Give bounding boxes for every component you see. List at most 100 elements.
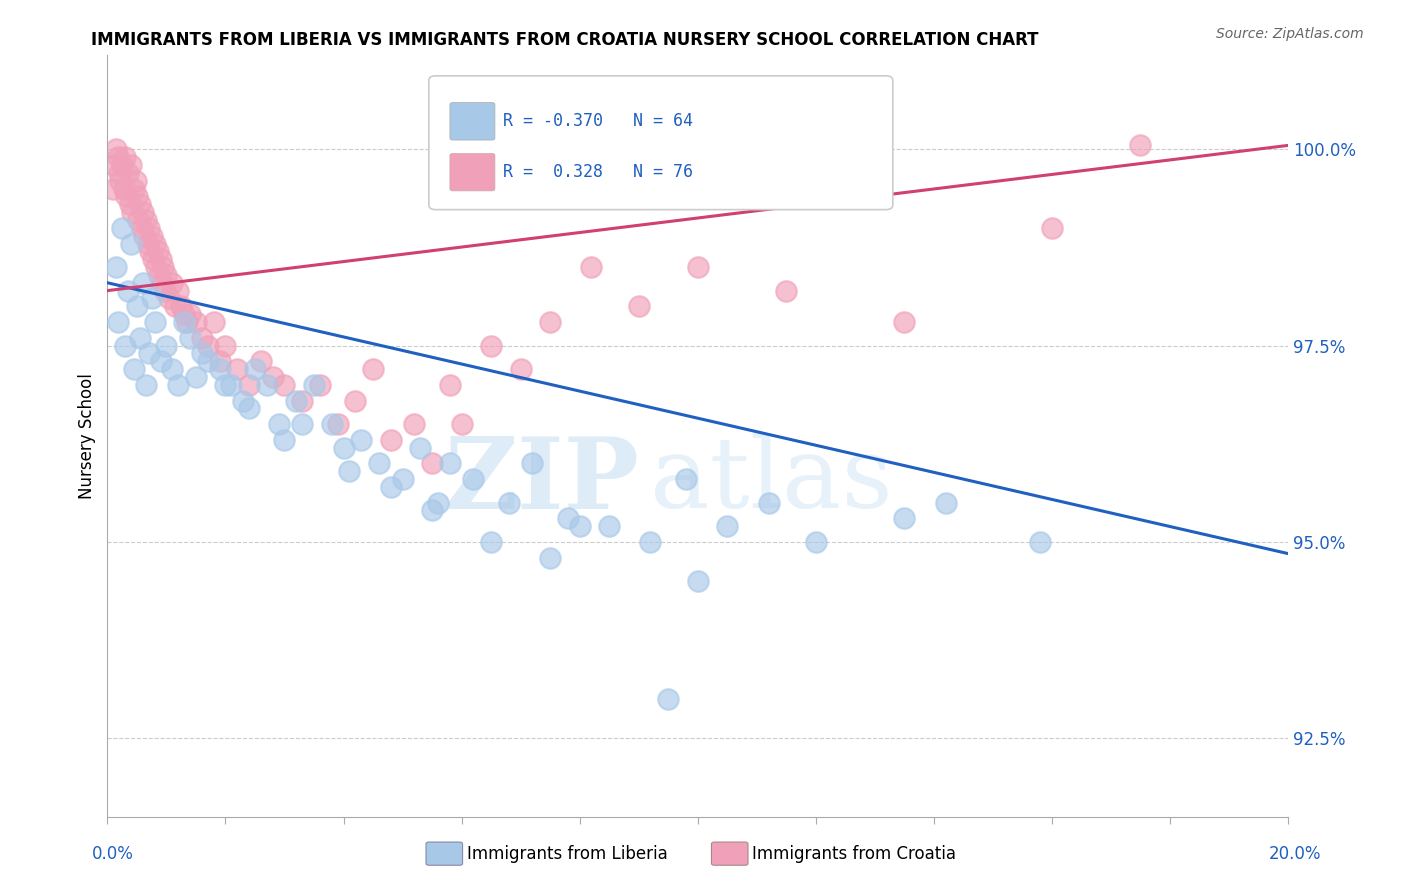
Point — [291, 417, 314, 431]
Point — [1129, 138, 1152, 153]
Text: 20.0%: 20.0% — [1270, 845, 1322, 863]
Text: Immigrants from Liberia: Immigrants from Liberia — [467, 845, 668, 863]
Point — [115, 189, 138, 203]
Point — [302, 377, 325, 392]
Point — [107, 150, 129, 164]
Point — [232, 393, 254, 408]
Point — [380, 480, 402, 494]
Point — [291, 393, 314, 408]
Point — [112, 181, 135, 195]
Point — [139, 244, 162, 259]
Text: atlas: atlas — [651, 434, 893, 530]
Point — [110, 174, 132, 188]
Point — [157, 292, 180, 306]
Point — [155, 284, 177, 298]
Point — [105, 142, 128, 156]
Point — [173, 307, 195, 321]
Point — [197, 338, 219, 352]
Point — [321, 417, 343, 431]
Point — [138, 346, 160, 360]
Point — [162, 276, 184, 290]
Y-axis label: Nursery School: Nursery School — [79, 373, 96, 499]
Point — [361, 362, 384, 376]
Point — [339, 464, 361, 478]
Point — [105, 260, 128, 274]
Point — [150, 276, 173, 290]
Point — [627, 299, 650, 313]
Point — [132, 205, 155, 219]
Text: R =  0.328   N = 76: R = 0.328 N = 76 — [503, 163, 693, 181]
Point — [214, 338, 236, 352]
Point — [509, 362, 531, 376]
Point — [350, 433, 373, 447]
Point — [142, 252, 165, 267]
Point — [775, 284, 797, 298]
Point — [420, 456, 443, 470]
Point — [285, 393, 308, 408]
Point — [893, 315, 915, 329]
Point — [221, 377, 243, 392]
Point — [197, 354, 219, 368]
Point — [1040, 220, 1063, 235]
Point — [148, 268, 170, 282]
Point — [758, 495, 780, 509]
Point — [125, 189, 148, 203]
Point — [450, 417, 472, 431]
Point — [117, 166, 139, 180]
Point — [135, 377, 157, 392]
Point — [391, 472, 413, 486]
Point — [214, 377, 236, 392]
Point — [128, 197, 150, 211]
Text: 0.0%: 0.0% — [91, 845, 134, 863]
Point — [162, 362, 184, 376]
Point — [226, 362, 249, 376]
Point — [176, 315, 198, 329]
Point — [804, 534, 827, 549]
Point — [538, 550, 561, 565]
Text: ZIP: ZIP — [444, 433, 638, 530]
Point — [273, 433, 295, 447]
Text: Immigrants from Croatia: Immigrants from Croatia — [752, 845, 956, 863]
Point — [1029, 534, 1052, 549]
Point — [273, 377, 295, 392]
Point — [935, 495, 957, 509]
Point — [173, 315, 195, 329]
Point — [380, 433, 402, 447]
Point — [145, 260, 167, 274]
Text: R = -0.370   N = 64: R = -0.370 N = 64 — [503, 112, 693, 130]
Point — [191, 331, 214, 345]
Point — [141, 228, 163, 243]
Point — [250, 354, 273, 368]
Point — [141, 292, 163, 306]
Point — [122, 181, 145, 195]
Point — [479, 534, 502, 549]
Point — [267, 417, 290, 431]
Point — [256, 377, 278, 392]
Point — [121, 205, 143, 219]
Point — [179, 331, 201, 345]
Point — [132, 276, 155, 290]
Point — [498, 495, 520, 509]
Point — [522, 456, 544, 470]
Point — [146, 244, 169, 259]
Point — [103, 158, 125, 172]
Point — [149, 354, 172, 368]
Point — [208, 354, 231, 368]
Point — [686, 260, 709, 274]
Point — [125, 174, 148, 188]
Point — [135, 213, 157, 227]
Point — [143, 315, 166, 329]
Point — [409, 441, 432, 455]
Point — [114, 150, 136, 164]
Point — [439, 377, 461, 392]
Point — [117, 284, 139, 298]
Point — [404, 417, 426, 431]
Point — [120, 158, 142, 172]
Point — [581, 260, 603, 274]
Point — [686, 574, 709, 588]
Point — [107, 315, 129, 329]
Point — [426, 495, 449, 509]
Point — [152, 260, 174, 274]
Point — [118, 197, 141, 211]
Point — [155, 268, 177, 282]
